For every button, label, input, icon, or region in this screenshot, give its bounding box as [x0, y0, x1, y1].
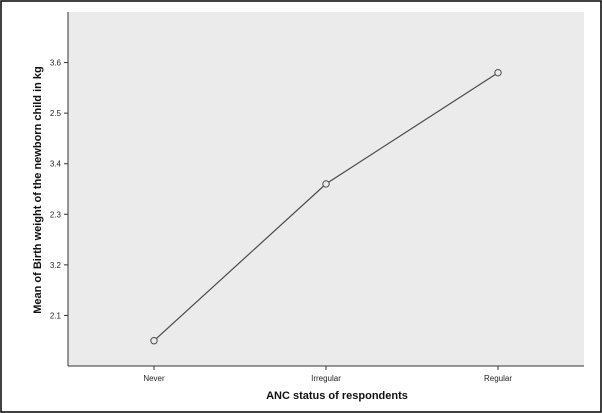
- x-tick-label: Regular: [484, 374, 512, 383]
- series-markers: [150, 68, 502, 345]
- data-point: [322, 180, 330, 188]
- plot-area: [68, 12, 584, 366]
- y-tick-label: 3.6: [50, 59, 62, 68]
- y-tick-label: 2.5: [50, 109, 62, 118]
- x-axis-ticks: Never Irregular Regular: [143, 366, 512, 383]
- y-axis-title: Mean of Birth weight of the newborn chil…: [32, 66, 44, 314]
- x-axis-title: ANC status of respondents: [266, 390, 408, 402]
- x-tick-label: Irregular: [311, 374, 341, 383]
- x-tick-label: Never: [143, 374, 165, 383]
- y-tick-label: 2.3: [50, 210, 62, 219]
- y-axis-ticks: 2.1 3.2 2.3 3.4 2.5 3.6: [50, 59, 68, 320]
- y-tick-label: 3.4: [50, 160, 62, 169]
- y-tick-label: 3.2: [50, 261, 62, 270]
- data-point: [494, 68, 502, 77]
- y-tick-label: 2.1: [50, 311, 62, 320]
- data-point: [150, 337, 158, 345]
